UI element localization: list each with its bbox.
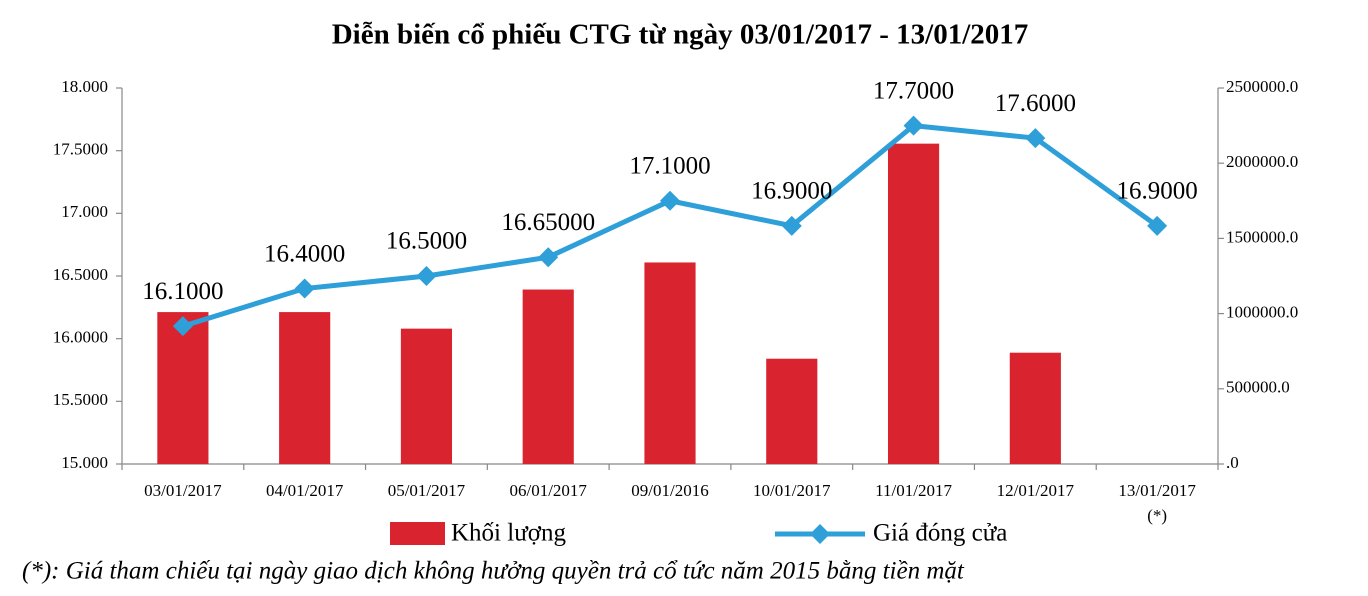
x-tick-label: 10/01/2017 (753, 481, 831, 500)
data-label: 16.9000 (1116, 178, 1197, 205)
bar (522, 289, 574, 464)
legend-label: Giá đóng cửa (873, 520, 1007, 547)
legend-label: Khối lượng (451, 520, 566, 547)
x-tick-label: 06/01/2017 (509, 481, 587, 500)
y2-tick-label: 500000.0 (1226, 378, 1290, 397)
x-note: (*) (1147, 506, 1167, 525)
y-tick-label: 15.000 (61, 453, 108, 472)
y-tick-label: 17.5000 (53, 140, 108, 159)
legend-swatch (390, 522, 445, 545)
bar (279, 312, 331, 464)
data-label: 17.6000 (995, 90, 1076, 117)
x-tick-label: 09/01/2016 (631, 481, 708, 500)
data-label: 16.4000 (264, 240, 345, 267)
y-tick-label: 18.000 (61, 77, 108, 96)
x-tick-label: 04/01/2017 (266, 481, 344, 500)
data-label: 16.5000 (386, 228, 467, 255)
y-tick-label: 16.5000 (53, 265, 108, 284)
data-label: 17.7000 (873, 77, 954, 104)
y2-tick-label: 1500000.0 (1226, 227, 1298, 246)
marker (538, 247, 559, 268)
x-tick-label: 05/01/2017 (388, 481, 466, 500)
bar (766, 358, 818, 464)
marker (294, 278, 315, 299)
legend-swatch (810, 524, 830, 544)
marker (172, 316, 193, 337)
data-label: 17.1000 (629, 153, 710, 180)
data-label: 16.1000 (142, 278, 223, 305)
x-tick-label: 13/01/2017 (1118, 481, 1196, 500)
x-tick-label: 03/01/2017 (144, 481, 222, 500)
marker (781, 215, 802, 236)
x-tick-label: 12/01/2017 (997, 481, 1075, 500)
bar (887, 143, 940, 464)
bar (400, 328, 453, 464)
marker (1025, 128, 1046, 149)
y2-tick-label: 1000000.0 (1226, 303, 1298, 322)
bar (157, 312, 209, 464)
y2-tick-label: 2500000.0 (1226, 77, 1298, 96)
bar (1009, 352, 1061, 464)
marker (1147, 215, 1168, 236)
marker (903, 115, 924, 136)
y-tick-label: 17.000 (61, 202, 108, 221)
marker (660, 190, 680, 211)
y-tick-label: 16.0000 (53, 328, 108, 347)
footnote: (*): Giá tham chiếu tại ngày giao dịch k… (22, 558, 965, 585)
bar (644, 262, 696, 464)
y2-tick-label: .0 (1226, 453, 1239, 472)
data-label: 16.65000 (501, 209, 595, 236)
data-label: 16.9000 (751, 178, 832, 205)
x-tick-label: 11/01/2017 (875, 481, 952, 500)
y-tick-label: 15.5000 (53, 390, 108, 409)
chart-title: Diễn biến cổ phiếu CTG từ ngày 03/01/201… (332, 19, 1029, 51)
y2-tick-label: 2000000.0 (1226, 152, 1298, 171)
marker (416, 266, 437, 286)
